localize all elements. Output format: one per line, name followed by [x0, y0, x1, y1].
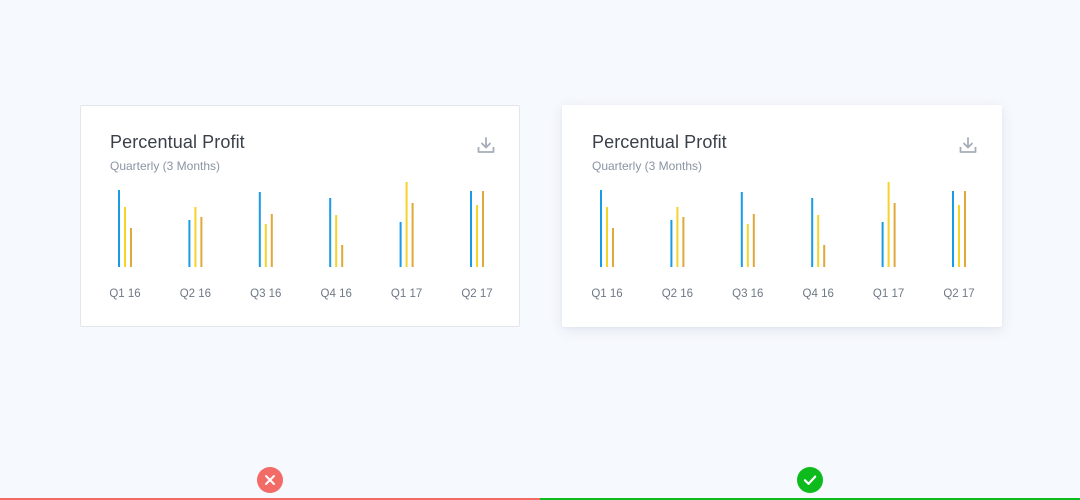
chart-bar-0-2 [612, 228, 614, 267]
chart-bar-3-2 [341, 245, 344, 267]
chart-bar-2-0 [740, 192, 743, 267]
chart-bar-2-1 [264, 224, 267, 267]
x-tick-label: Q3 16 [250, 288, 281, 300]
chart-bar-4-2 [893, 203, 896, 267]
chart-bar-1-2 [200, 217, 203, 267]
chart-bar-0-0 [118, 190, 120, 267]
x-tick-label: Q4 16 [803, 288, 834, 300]
profit-card-bordered: Percentual Profit Quarterly (3 Months) Q… [80, 105, 520, 327]
card-subtitle: Quarterly (3 Months) [110, 159, 221, 173]
x-tick-label: Q1 16 [109, 288, 140, 300]
bad-indicator-line [0, 498, 540, 500]
chart-bar-3-2 [823, 245, 826, 267]
x-tick-label: Q3 16 [732, 288, 763, 300]
chart-bar-5-2 [964, 191, 966, 267]
chart-bar-2-2 [752, 214, 755, 267]
chart-bar-5-1 [476, 205, 478, 267]
chart-bar-4-1 [887, 182, 890, 267]
chart-bar-0-2 [130, 228, 132, 267]
chart-bar-1-0 [670, 220, 673, 267]
x-tick-label: Q1 17 [873, 288, 904, 300]
chart-bar-4-1 [405, 182, 408, 267]
chart-bar-4-2 [411, 203, 414, 267]
chart-bar-2-2 [270, 214, 273, 267]
x-tick-label: Q2 16 [180, 288, 211, 300]
chart-bar-1-1 [676, 207, 679, 267]
card-subtitle: Quarterly (3 Months) [592, 159, 703, 173]
x-tick-label: Q2 16 [662, 288, 693, 300]
chart-bar-1-2 [682, 217, 685, 267]
download-icon[interactable] [959, 136, 977, 154]
chart-bar-1-0 [188, 220, 191, 267]
chart-bar-5-0 [470, 191, 472, 267]
x-tick-label: Q4 16 [321, 288, 352, 300]
good-status-badge [797, 467, 823, 493]
chart-bar-4-0 [881, 222, 884, 267]
chart-bar-0-0 [600, 190, 602, 267]
chart-bar-1-1 [194, 207, 197, 267]
chart-bar-0-1 [124, 207, 126, 267]
chart-bar-2-0 [258, 192, 261, 267]
chart-bar-3-1 [335, 215, 338, 267]
x-tick-label: Q1 16 [591, 288, 622, 300]
good-indicator-line [540, 498, 1080, 500]
chart-bar-3-0 [811, 198, 814, 267]
x-tick-label: Q2 17 [943, 288, 974, 300]
check-icon [797, 467, 823, 493]
x-tick-label: Q2 17 [461, 288, 492, 300]
chart-bar-3-1 [817, 215, 820, 267]
chart-bar-5-0 [952, 191, 954, 267]
close-icon [257, 467, 283, 493]
chart-bar-0-1 [606, 207, 608, 267]
chart-bar-3-0 [329, 198, 332, 267]
x-tick-label: Q1 17 [391, 288, 422, 300]
card-title: Percentual Profit [110, 132, 245, 152]
chart-bar-4-0 [399, 222, 402, 267]
download-icon[interactable] [477, 136, 495, 154]
chart-bar-5-2 [482, 191, 484, 267]
bad-status-badge [257, 467, 283, 493]
chart-bar-5-1 [958, 205, 960, 267]
card-title: Percentual Profit [592, 132, 727, 152]
profit-card-shadowed: Percentual Profit Quarterly (3 Months) Q… [562, 105, 1002, 327]
chart-bar-2-1 [746, 224, 749, 267]
